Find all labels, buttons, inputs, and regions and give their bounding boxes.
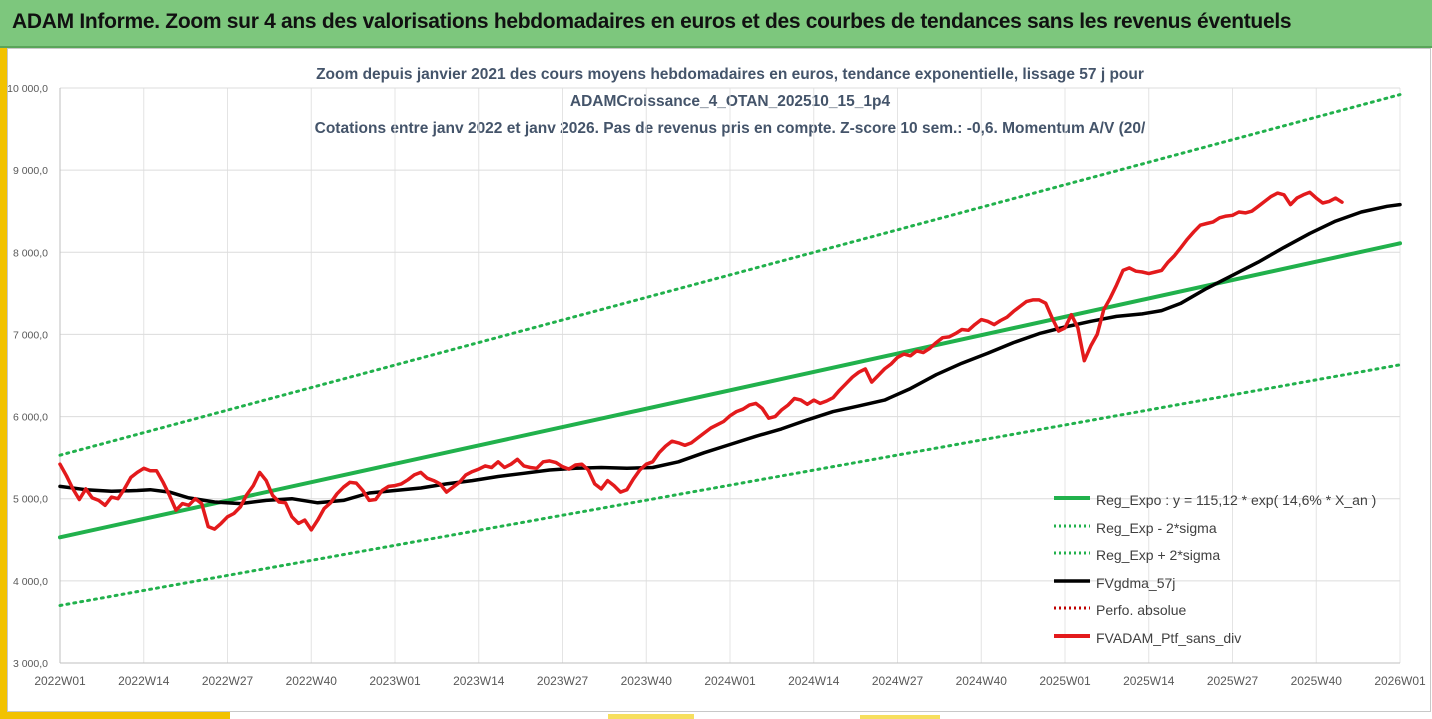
y-tick-label: 10 000,0: [7, 83, 48, 95]
x-tick-label: 2022W27: [202, 674, 254, 688]
x-tick-label: 2025W27: [1207, 674, 1259, 688]
legend-label-lower: Reg_Exp - 2*sigma: [1096, 519, 1217, 536]
report-title: ADAM Informe. Zoom sur 4 ans des valoris…: [12, 10, 1292, 33]
legend-label-trend: Reg_Expo : y = 115,12 * exp( 14,6% * X_a…: [1096, 492, 1377, 508]
chart-area: [7, 48, 1431, 712]
y-tick-label: 5 000,0: [13, 494, 48, 506]
x-tick-label: 2022W40: [286, 674, 338, 688]
yellow-side-strip: [0, 48, 7, 719]
legend-item-smooth: FVgdma_57j: [1052, 571, 1382, 599]
y-tick-label: 8 000,0: [13, 247, 48, 259]
y-tick-label: 3 000,0: [13, 658, 48, 670]
x-tick-label: 2026W01: [1374, 674, 1426, 688]
series-line-portfolio: [58, 190, 1344, 532]
legend-item-trend: Reg_Expo : y = 115,12 * exp( 14,6% * X_a…: [1052, 488, 1382, 516]
y-tick-label: 7 000,0: [13, 329, 48, 341]
x-tick-label: 2025W01: [1039, 674, 1091, 688]
x-tick-label: 2024W01: [704, 674, 756, 688]
chart-title-line-1: Zoom depuis janvier 2021 des cours moyen…: [316, 66, 1144, 83]
x-tick-label: 2022W14: [118, 674, 170, 688]
legend-item-upper: Reg_Exp + 2*sigma: [1052, 543, 1382, 571]
y-tick-label: 6 000,0: [13, 412, 48, 424]
x-tick-label: 2025W14: [1123, 674, 1175, 688]
series-line-trend: [58, 241, 1402, 540]
x-tick-label: 2022W01: [34, 674, 86, 688]
legend-label-perf: Perfo. absolue: [1096, 602, 1187, 618]
series-line-smooth: [58, 202, 1402, 506]
x-tick-label: 2023W14: [453, 674, 505, 688]
legend-label-portfolio: FVADAM_Ptf_sans_div: [1096, 629, 1242, 646]
legend-item-lower: Reg_Exp - 2*sigma: [1052, 516, 1382, 544]
series-line-upper: [58, 93, 1402, 457]
yellow-tab-marker: [608, 714, 694, 719]
x-tick-label: 2024W14: [788, 674, 840, 688]
legend-label-smooth: FVgdma_57j: [1096, 574, 1176, 591]
legend-item-portfolio: FVADAM_Ptf_sans_div: [1052, 626, 1382, 654]
header-banner: ADAM Informe. Zoom sur 4 ans des valoris…: [0, 0, 1432, 48]
x-tick-label: 2023W27: [537, 674, 589, 688]
y-tick-label: 4 000,0: [13, 576, 48, 588]
legend-item-perf: Perfo. absolue: [1052, 598, 1382, 626]
series-line-lower: [58, 363, 1402, 607]
x-tick-label: 2023W40: [621, 674, 673, 688]
x-tick-label: 2024W27: [872, 674, 924, 688]
x-tick-label: 2023W01: [369, 674, 421, 688]
x-tick-label: 2024W40: [956, 674, 1008, 688]
chart-legend: Reg_Expo : y = 115,12 * exp( 14,6% * X_a…: [1052, 488, 1382, 653]
x-tick-label: 2025W40: [1291, 674, 1343, 688]
yellow-tab-marker: [860, 715, 940, 719]
y-tick-label: 9 000,0: [13, 165, 48, 177]
legend-label-upper: Reg_Exp + 2*sigma: [1096, 547, 1221, 563]
yellow-bottom-strip: [0, 712, 230, 719]
